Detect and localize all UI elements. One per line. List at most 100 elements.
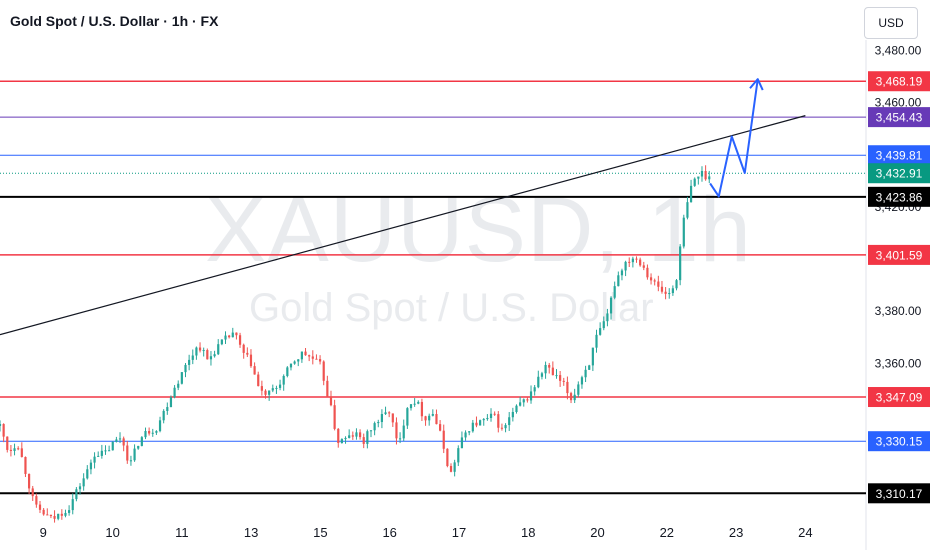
candle-body-29 (104, 450, 107, 452)
candle-body-176 (639, 259, 642, 266)
x-tick-11: 24 (798, 525, 812, 540)
candle-body-62 (224, 335, 227, 340)
candle-body-63 (228, 335, 231, 338)
candle-body-97 (351, 435, 354, 437)
candle-body-26 (93, 456, 96, 463)
candle-body-130 (471, 422, 474, 432)
candle-body-92 (333, 405, 336, 429)
candle-body-114 (413, 403, 416, 405)
candle-body-77 (278, 384, 282, 388)
candle-body-42 (151, 432, 154, 434)
candle-body-23 (82, 478, 85, 487)
candle-body-86 (311, 356, 314, 359)
candle-body-18 (64, 512, 67, 516)
candle-body-137 (497, 414, 500, 428)
candle-body-190 (689, 185, 693, 203)
candle-body-33 (118, 438, 122, 440)
candle-body-46 (166, 407, 169, 411)
candle-body-167 (606, 313, 609, 322)
candle-body-68 (246, 352, 249, 355)
projection-arrowhead (749, 78, 764, 91)
level-label-box-0 (868, 71, 930, 92)
trendline[interactable] (0, 115, 806, 336)
candle-body-78 (282, 375, 285, 385)
horizontal-levels (0, 80, 866, 495)
candle-body-154 (559, 375, 562, 381)
candle-body-146 (529, 391, 533, 401)
candle-body-172 (624, 261, 627, 271)
candle-body-162 (588, 365, 591, 370)
currency-button[interactable]: USD (864, 7, 918, 39)
candle-body-155 (562, 380, 565, 382)
candles-layer (0, 165, 711, 523)
candle-body-28 (100, 450, 103, 456)
candle-body-134 (486, 417, 489, 420)
candle-body-135 (489, 413, 493, 418)
candle-body-124 (449, 466, 453, 472)
candle-body-117 (424, 416, 427, 421)
x-tick-1: 10 (105, 525, 119, 540)
candle-body-71 (257, 374, 260, 387)
y-tick-1: 3,460.00 (875, 96, 922, 110)
candle-body-132 (479, 420, 482, 426)
candle-body-93 (337, 428, 340, 444)
candle-body-31 (111, 441, 114, 451)
projection-layer (709, 78, 764, 198)
candle-body-178 (646, 267, 649, 278)
candle-body-106 (384, 412, 387, 415)
candle-body-57 (206, 350, 209, 360)
x-tick-2: 11 (175, 525, 189, 540)
candle-body-121 (439, 424, 442, 431)
candle-body-9 (31, 488, 34, 497)
x-tick-5: 16 (382, 525, 396, 540)
candle-body-35 (126, 445, 129, 461)
candle-body-91 (329, 396, 333, 406)
candle-body-80 (289, 363, 293, 368)
candle-body-129 (468, 431, 471, 433)
level-label-box-3 (868, 163, 930, 184)
candle-body-21 (75, 489, 78, 500)
candle-body-38 (137, 445, 140, 449)
level-label-box-4 (868, 186, 930, 207)
candle-body-161 (584, 369, 587, 378)
candle-body-96 (348, 435, 351, 438)
projection-path[interactable] (709, 78, 759, 198)
candle-body-103 (373, 423, 376, 431)
candle-body-69 (249, 354, 253, 367)
candle-body-73 (264, 390, 267, 395)
candle-body-94 (340, 439, 343, 444)
x-tick-7: 18 (521, 525, 535, 540)
candle-body-76 (275, 387, 278, 389)
candle-body-104 (377, 422, 380, 424)
candle-body-151 (548, 364, 551, 368)
candle-body-143 (519, 402, 522, 406)
candle-body-0 (0, 424, 2, 426)
candle-body-64 (231, 332, 234, 338)
time-axis: 9 10 11 13 15 16 17 18 20 22 23 24 (40, 525, 813, 540)
candle-body-150 (544, 364, 547, 374)
candle-body-47 (169, 397, 173, 408)
candle-body-75 (271, 388, 274, 391)
candle-body-59 (213, 354, 216, 357)
candle-body-107 (388, 412, 391, 414)
level-label-box-1 (868, 107, 930, 128)
level-label-box-5 (868, 244, 930, 265)
candle-body-184 (668, 293, 671, 295)
candle-body-3 (9, 449, 13, 451)
candle-body-83 (300, 351, 303, 360)
candle-body-7 (24, 456, 27, 474)
candle-body-54 (195, 347, 198, 356)
x-tick-6: 17 (452, 525, 466, 540)
candle-body-89 (322, 361, 325, 381)
candle-body-41 (148, 430, 151, 434)
y-tick-3: 3,380.00 (875, 304, 922, 318)
candle-body-119 (431, 414, 434, 416)
candle-body-194 (704, 171, 707, 180)
candle-body-144 (522, 399, 525, 403)
level-label-7: 3,330.15 (876, 435, 923, 449)
candle-body-116 (420, 401, 424, 417)
candle-body-27 (97, 455, 100, 457)
level-label-5: 3,401.59 (876, 248, 923, 262)
candle-body-102 (369, 430, 373, 432)
